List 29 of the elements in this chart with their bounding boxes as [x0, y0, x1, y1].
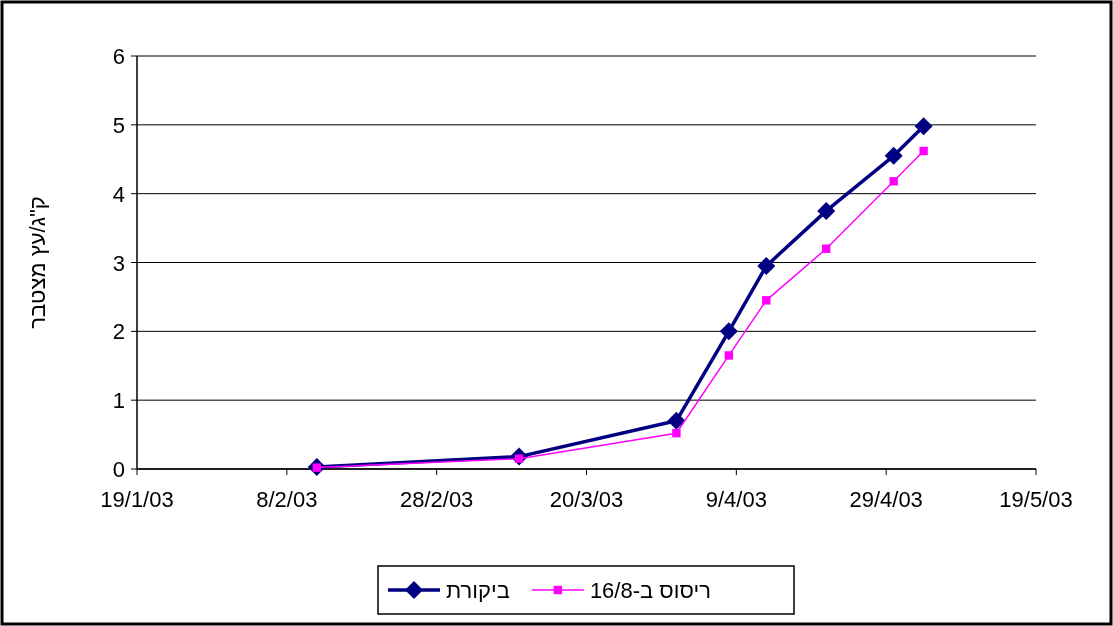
- point: [719, 322, 738, 341]
- x-tick-label: 19/1/03: [100, 487, 174, 512]
- x-tick-label: 20/3/03: [549, 487, 624, 512]
- y-tick-label: 6: [112, 44, 125, 69]
- point: [762, 296, 771, 305]
- x-tick-label: 8/2/03: [256, 487, 318, 512]
- point: [889, 177, 898, 186]
- point: [884, 146, 903, 165]
- x-tick-label: 19/5/03: [999, 487, 1073, 512]
- point: [822, 244, 831, 253]
- point: [724, 351, 734, 360]
- legend-label: ריסוס ב-16/8: [589, 578, 711, 603]
- legend-label: ביקורת: [446, 578, 510, 603]
- y-tick-label: 3: [112, 250, 125, 276]
- y-tick-label: 1: [112, 388, 125, 414]
- point: [672, 429, 681, 438]
- point: [919, 146, 928, 156]
- point: [667, 411, 686, 430]
- y-tick-label: 2: [112, 319, 125, 345]
- y-tick-label: 4: [112, 181, 125, 207]
- point: [757, 256, 776, 275]
- y-axis-title: ק"ג/עץ מצטבר: [25, 196, 50, 329]
- y-tick-label: 0: [112, 457, 125, 482]
- x-tick-label: 29/4/03: [849, 487, 923, 512]
- point: [817, 201, 836, 220]
- y-tick-label: 5: [112, 112, 125, 138]
- x-tick-label: 9/4/03: [705, 487, 767, 512]
- point: [914, 117, 933, 136]
- x-tick-label: 28/2/03: [399, 487, 474, 512]
